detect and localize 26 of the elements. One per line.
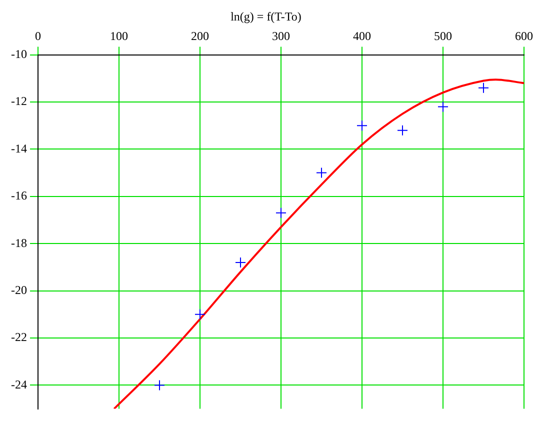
y-tick-label: -10 bbox=[10, 46, 27, 61]
point bbox=[316, 167, 327, 178]
point bbox=[154, 380, 165, 391]
point bbox=[276, 207, 286, 218]
point bbox=[235, 256, 246, 268]
point bbox=[356, 120, 368, 132]
line-series bbox=[113, 78, 524, 409]
x-tick-label: 0 bbox=[34, 28, 41, 43]
chart-title: ln(g) = f(T-To) bbox=[230, 9, 302, 24]
x-tick-label: 100 bbox=[110, 28, 128, 43]
point bbox=[194, 308, 206, 320]
x-tick-label: 300 bbox=[272, 28, 290, 43]
y-tick-label: -22 bbox=[10, 330, 27, 344]
y-tick-label: -12 bbox=[10, 94, 27, 108]
x-tick-label: 600 bbox=[515, 28, 533, 43]
point bbox=[397, 124, 408, 136]
point bbox=[478, 82, 489, 94]
x-tick-label: 200 bbox=[190, 28, 209, 43]
point bbox=[438, 101, 448, 112]
y-tick-label: -14 bbox=[10, 141, 27, 156]
y-tick-label: -18 bbox=[10, 236, 27, 250]
x-tick-label: 500 bbox=[434, 28, 452, 43]
y-tick-label: -20 bbox=[10, 282, 27, 297]
y-tick-label: -24 bbox=[10, 377, 27, 392]
y-tick-label: -16 bbox=[10, 188, 27, 203]
x-tick-label: 400 bbox=[353, 28, 371, 43]
